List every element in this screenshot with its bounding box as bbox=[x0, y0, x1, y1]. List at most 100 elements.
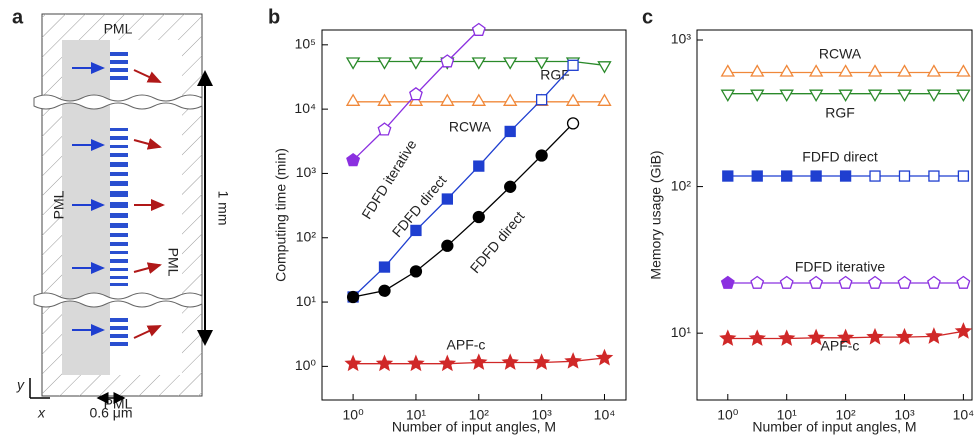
marker bbox=[471, 22, 486, 36]
marker bbox=[750, 64, 765, 77]
marker bbox=[807, 328, 825, 346]
marker bbox=[897, 64, 912, 77]
x-tick-label: 10⁰ bbox=[717, 407, 739, 423]
marker bbox=[502, 93, 518, 106]
marker bbox=[377, 57, 392, 70]
coordinate-axes bbox=[29, 378, 50, 399]
y-tick-label: 10⁵ bbox=[295, 36, 316, 52]
marker bbox=[408, 57, 424, 70]
marker bbox=[377, 122, 392, 136]
marker bbox=[895, 327, 914, 345]
marker bbox=[750, 89, 765, 103]
plot-frame bbox=[696, 29, 973, 401]
marker bbox=[839, 170, 852, 182]
marker bbox=[471, 93, 487, 106]
marker bbox=[810, 170, 822, 182]
marker bbox=[925, 327, 943, 344]
marker bbox=[866, 327, 884, 345]
marker bbox=[409, 265, 423, 278]
axis-x-label: x bbox=[37, 405, 46, 421]
chart: 10⁰ 10¹ 10² 10³ 10⁴ 10⁵ 10⁰ 10¹ 10² 10³ 10⁴ Number … bbox=[273, 22, 627, 435]
marker bbox=[751, 170, 763, 182]
marker bbox=[956, 275, 971, 289]
marker bbox=[470, 353, 488, 370]
marker bbox=[441, 193, 453, 205]
marker bbox=[838, 64, 853, 77]
panel-label: b bbox=[268, 6, 280, 28]
panel-label: c bbox=[642, 6, 653, 28]
marker bbox=[597, 93, 612, 106]
y-tick-label: 10³ bbox=[671, 31, 692, 47]
marker bbox=[377, 93, 392, 106]
pml-label: PML bbox=[51, 190, 67, 219]
panel-label: a bbox=[12, 6, 24, 28]
marker bbox=[473, 160, 485, 172]
marker bbox=[535, 94, 548, 106]
marker bbox=[867, 89, 883, 103]
marker bbox=[595, 348, 614, 366]
x-axis-label: Number of input angles, M bbox=[392, 419, 556, 435]
marker bbox=[565, 93, 581, 106]
marker bbox=[407, 354, 425, 372]
y-tick-label: 10⁴ bbox=[294, 100, 316, 116]
x-tick-label: 10² bbox=[469, 407, 490, 423]
x-tick-label: 10⁰ bbox=[343, 407, 365, 423]
series-label: RCWA bbox=[819, 46, 862, 62]
y-tick-label: 10² bbox=[671, 177, 692, 193]
series-label: APF-c bbox=[821, 338, 860, 354]
y-tick-label: 10² bbox=[296, 228, 317, 244]
y-tick-label: 10³ bbox=[296, 164, 317, 180]
chart: 10¹ 10² 10³ 10⁰ 10¹ 10² 10³ 10⁴ Number of input … bbox=[648, 29, 974, 435]
marker bbox=[781, 170, 793, 182]
marker bbox=[346, 290, 360, 304]
marker bbox=[808, 89, 824, 103]
width-label: 0.6 μm bbox=[89, 405, 132, 421]
marker bbox=[375, 354, 394, 372]
marker bbox=[748, 329, 767, 346]
marker bbox=[926, 89, 942, 103]
marker bbox=[722, 170, 734, 182]
marker bbox=[535, 149, 548, 162]
pml-label: PML bbox=[165, 248, 181, 277]
x-tick-label: 10³ bbox=[532, 407, 553, 423]
marker bbox=[720, 64, 736, 77]
series-label: APF-c bbox=[447, 337, 486, 353]
marker bbox=[809, 275, 824, 289]
axis-y-label: y bbox=[16, 377, 25, 393]
marker bbox=[836, 328, 855, 346]
marker bbox=[779, 64, 794, 77]
y-tick-label: 10⁰ bbox=[295, 357, 317, 373]
marker bbox=[779, 89, 794, 102]
marker bbox=[378, 284, 391, 297]
marker bbox=[779, 275, 794, 289]
marker bbox=[472, 210, 485, 224]
marker bbox=[719, 329, 737, 346]
marker bbox=[410, 224, 422, 237]
marker bbox=[956, 89, 971, 102]
marker bbox=[344, 354, 362, 372]
marker bbox=[378, 261, 391, 273]
x-tick-label: 10² bbox=[835, 407, 856, 423]
series-label: RGF bbox=[540, 67, 570, 83]
marker bbox=[897, 275, 912, 289]
outgoing-arrows bbox=[133, 69, 165, 339]
y-tick-label: 10¹ bbox=[671, 324, 692, 340]
series-label: RGF bbox=[825, 105, 855, 121]
structure-diagram: PML PML PML PML 1 mm y x 0.6 μm bbox=[16, 13, 231, 421]
marker bbox=[898, 170, 911, 182]
grating bbox=[110, 52, 128, 346]
marker bbox=[441, 239, 454, 252]
marker bbox=[926, 64, 942, 77]
marker bbox=[808, 64, 824, 77]
marker bbox=[869, 170, 881, 182]
marker bbox=[838, 89, 853, 102]
y-tick-label: 10¹ bbox=[296, 293, 317, 309]
marker bbox=[927, 275, 941, 289]
marker bbox=[868, 275, 882, 289]
marker bbox=[532, 353, 551, 370]
marker bbox=[750, 275, 765, 289]
x-tick-label: 10¹ bbox=[777, 407, 798, 423]
marker bbox=[720, 275, 735, 289]
marker bbox=[502, 57, 518, 70]
